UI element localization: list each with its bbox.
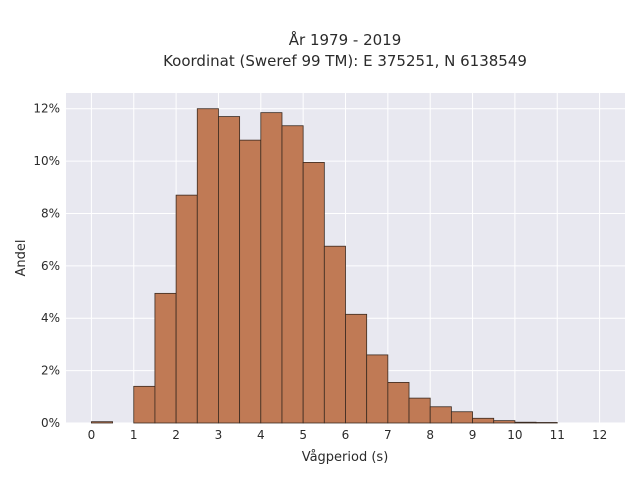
y-tick-label: 6% [41,259,60,273]
histogram-bar [345,313,368,424]
x-tick-label: 2 [172,428,180,442]
histogram-bar [493,420,516,424]
histogram-bar [514,421,537,424]
x-tick-label: 10 [507,428,522,442]
histogram-bar [175,194,198,424]
x-axis-label: Vågperiod (s) [302,450,389,465]
histogram-bar [323,245,346,424]
histogram-bar [260,112,283,424]
x-tick-label: 5 [299,428,307,442]
histogram-bar [239,139,262,424]
y-tick-labels: 0% 2% 4% 6% 8% 10% 12% [33,102,60,430]
y-axis-label: Andel [14,240,29,277]
histogram-bar [450,411,473,424]
x-tick-label: 7 [384,428,392,442]
bar-layer [91,108,558,424]
x-tick-labels: 0 1 2 3 4 5 6 7 8 9 10 11 12 [88,428,608,442]
x-tick-label: 3 [215,428,223,442]
x-tick-label: 0 [88,428,96,442]
histogram-bar [196,108,219,424]
y-tick-label: 2% [41,364,60,378]
x-tick-label: 11 [550,428,565,442]
y-tick-label: 8% [41,206,60,220]
chart-subtitle: Koordinat (Sweref 99 TM): E 375251, N 61… [163,52,527,70]
y-tick-label: 10% [33,154,60,168]
x-tick-label: 4 [257,428,265,442]
x-tick-label: 1 [130,428,138,442]
y-tick-label: 0% [41,416,60,430]
x-tick-label: 6 [342,428,350,442]
histogram-bar [535,422,558,424]
histogram-bar [429,406,452,424]
histogram-bar [472,417,495,424]
x-tick-label: 12 [592,428,607,442]
x-tick-label: 9 [469,428,477,442]
histogram-bar [408,397,431,424]
histogram-bar [218,116,241,424]
histogram-bar [154,292,177,424]
histogram-bar [281,125,304,424]
x-tick-label: 8 [426,428,434,442]
histogram-bar [133,385,156,424]
chart-title: År 1979 - 2019 [289,30,402,49]
y-tick-label: 12% [33,102,60,116]
histogram-bar [366,354,389,424]
histogram-bar [91,421,113,424]
histogram-bar [302,162,325,424]
y-tick-label: 4% [41,311,60,325]
histogram-bar [387,382,410,424]
